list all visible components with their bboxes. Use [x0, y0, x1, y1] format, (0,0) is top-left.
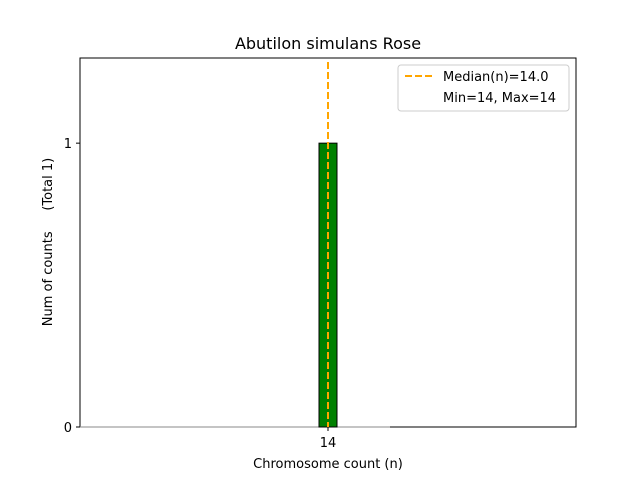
legend-median-label: Median(n)=14.0 [443, 70, 549, 85]
legend-minmax-label: Min=14, Max=14 [443, 91, 556, 106]
chart-title: Abutilon simulans Rose [235, 34, 421, 53]
y-axis-label: Num of counts (Total 1) [41, 158, 56, 326]
x-axis-label: Chromosome count (n) [253, 457, 403, 472]
legend-box [397, 64, 570, 112]
y-tick-label: 0 [64, 421, 72, 436]
x-tick-label: 14 [320, 436, 337, 451]
legend: Median(n)=14.0 Min=14, Max=14 [397, 64, 570, 112]
y-tick-label: 1 [64, 137, 72, 152]
